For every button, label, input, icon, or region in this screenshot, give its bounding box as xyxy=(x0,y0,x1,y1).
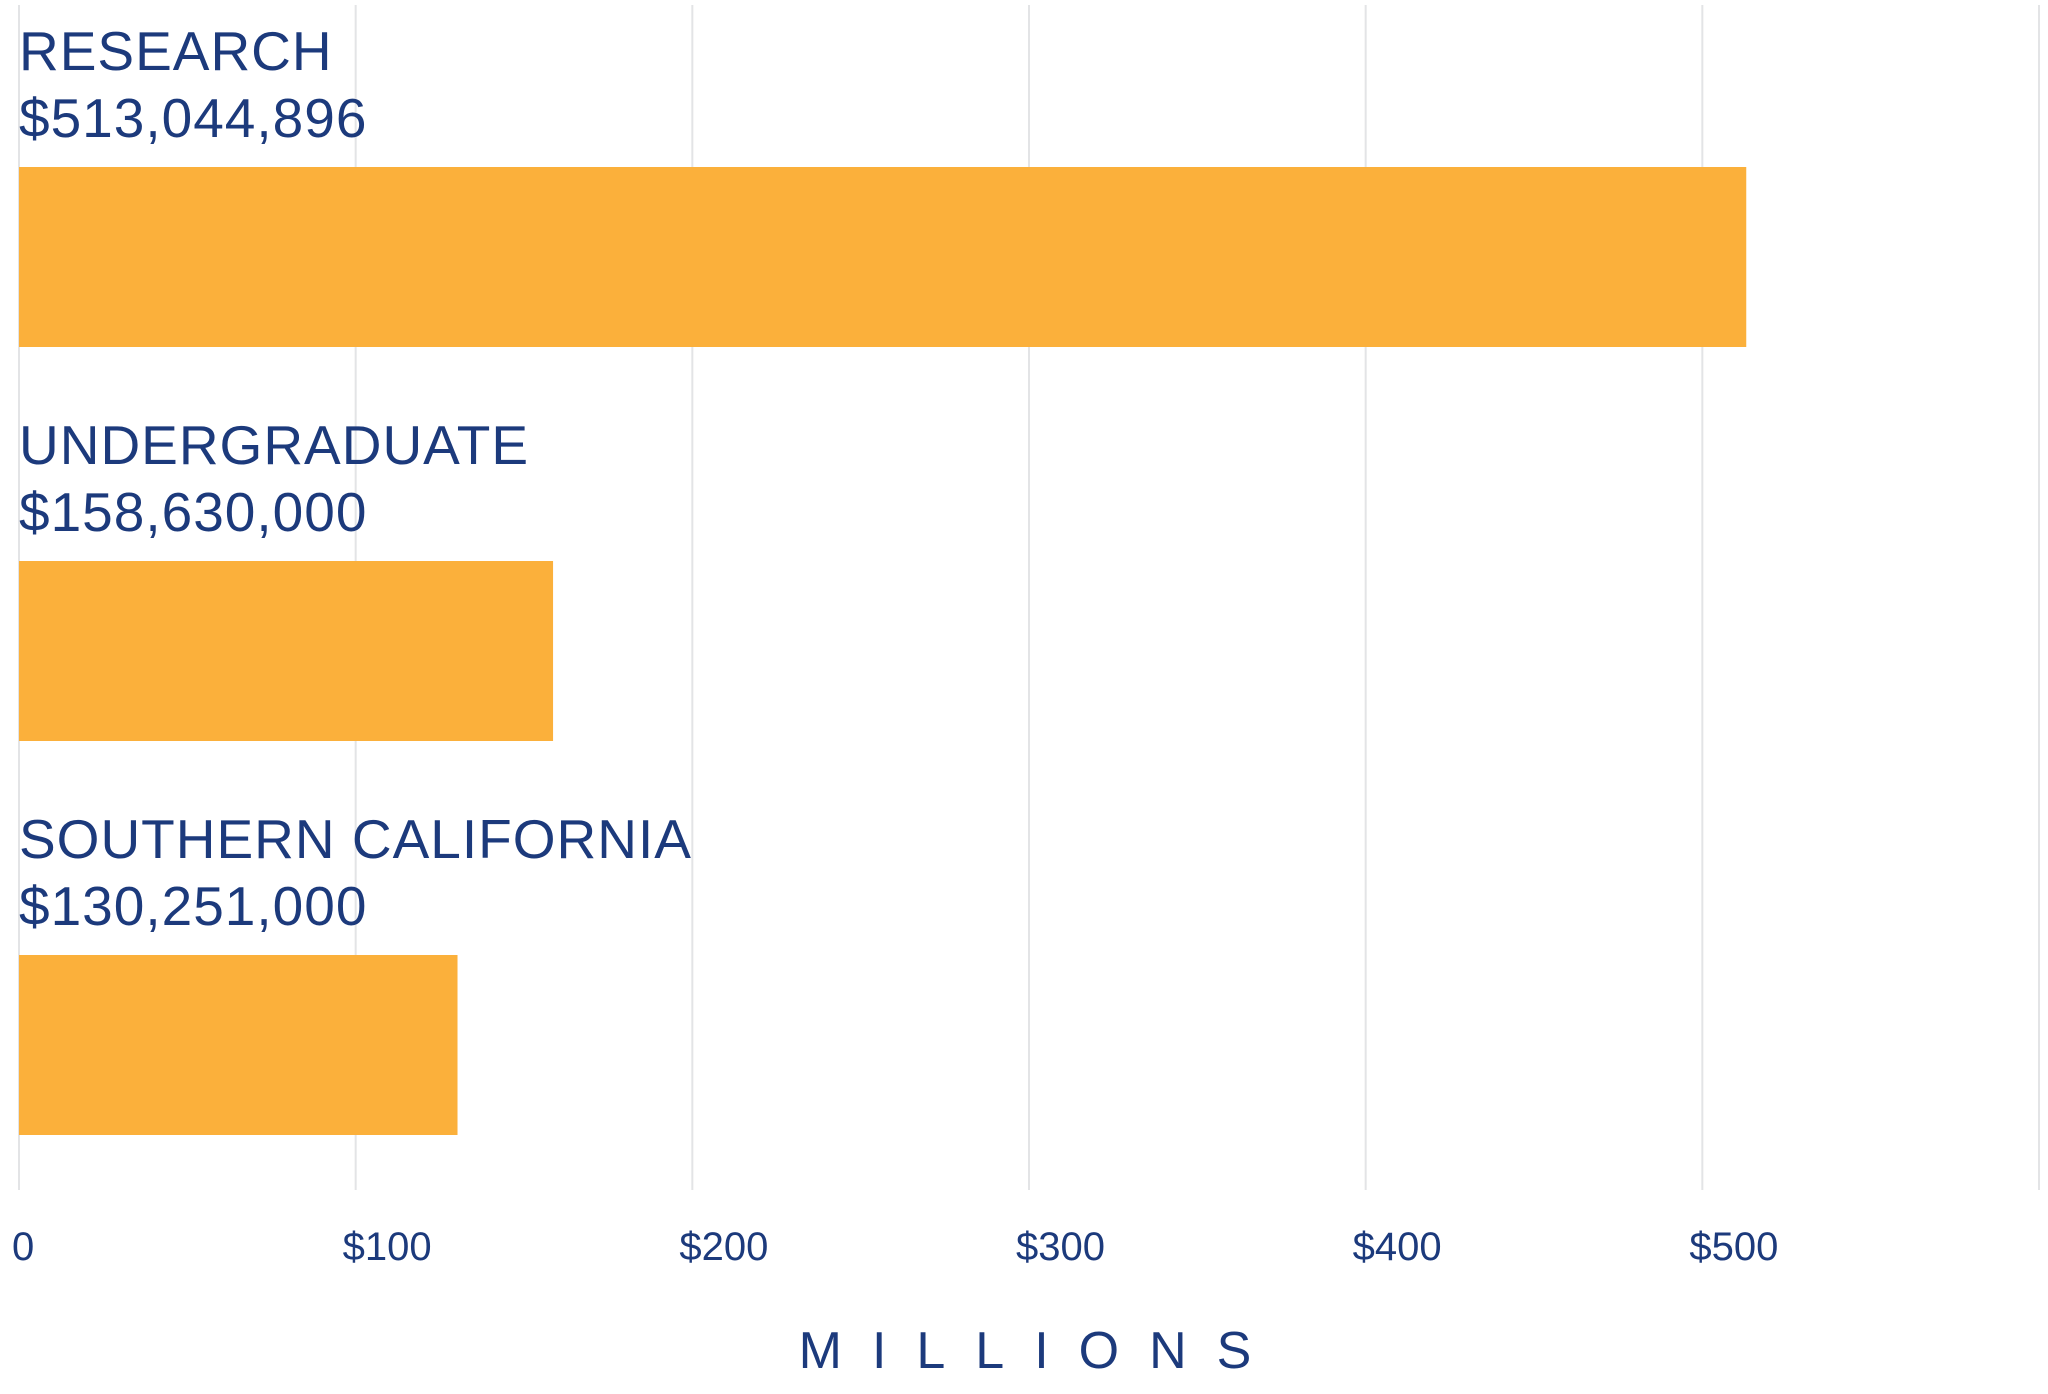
bar-labels: RESEARCH$513,044,896 UNDERGRADUATE$158,63… xyxy=(19,20,692,937)
category-label: SOUTHERN CALIFORNIA xyxy=(19,808,692,870)
x-axis-title: MILLIONS xyxy=(799,1322,1282,1380)
bar xyxy=(19,955,458,1135)
x-axis-ticks: 0 $100 $200 $300 $400 $500 xyxy=(12,1225,1778,1269)
bar xyxy=(19,561,554,741)
x-tick-label: $400 xyxy=(1353,1225,1442,1269)
bar xyxy=(19,167,1747,347)
value-label: $513,044,896 xyxy=(19,87,367,149)
x-tick-label: 0 xyxy=(12,1225,34,1269)
category-label: RESEARCH xyxy=(19,20,333,82)
value-label: $130,251,000 xyxy=(19,875,367,937)
category-label: UNDERGRADUATE xyxy=(19,414,529,476)
bars xyxy=(19,167,1747,1135)
x-tick-label: $500 xyxy=(1689,1225,1778,1269)
x-tick-label: $100 xyxy=(343,1225,432,1269)
x-tick-label: $300 xyxy=(1016,1225,1105,1269)
value-label: $158,630,000 xyxy=(19,481,367,543)
x-tick-label: $200 xyxy=(679,1225,768,1269)
